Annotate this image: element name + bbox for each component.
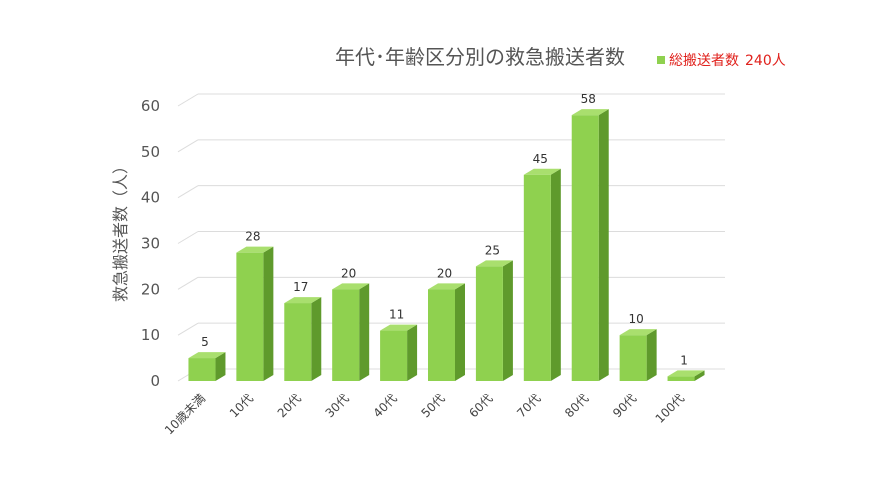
bar xyxy=(523,168,561,381)
bar-front xyxy=(284,303,312,381)
bar-side xyxy=(407,324,418,381)
x-tick-label: 10歳未満 xyxy=(162,391,208,437)
legend-swatch xyxy=(657,56,665,64)
bar-top xyxy=(236,246,274,253)
legend-entry: 総搬送者数 240人 xyxy=(669,53,786,69)
gridline-depth xyxy=(177,322,199,336)
bar-side xyxy=(455,283,465,381)
gridline-depth xyxy=(177,231,199,244)
bar-front xyxy=(475,266,503,381)
bar-top xyxy=(332,283,370,290)
bar xyxy=(667,370,705,381)
bar xyxy=(380,324,418,381)
bar-front xyxy=(619,335,647,381)
gridline-depth xyxy=(177,139,199,153)
x-tick-label: 10代 xyxy=(227,391,256,420)
bar xyxy=(428,283,465,381)
bar xyxy=(332,283,370,381)
bar-front xyxy=(667,376,695,381)
data-label: 58 xyxy=(581,92,596,106)
y-tick-label: 50 xyxy=(141,143,160,161)
gridline-depth xyxy=(177,185,199,199)
bar-top xyxy=(667,370,705,377)
bar-side xyxy=(263,246,274,381)
bar xyxy=(475,260,513,381)
y-axis-ticks: 0 10 20 30 40 50 60 xyxy=(141,97,160,390)
x-tick-label: 90代 xyxy=(610,391,639,420)
gridline-depth xyxy=(177,276,199,290)
bar-top xyxy=(571,109,609,116)
x-tick-label: 60代 xyxy=(466,391,495,420)
bar-top xyxy=(428,283,465,290)
data-label: 25 xyxy=(485,243,500,257)
x-tick-label: 40代 xyxy=(371,391,400,420)
data-label: 45 xyxy=(533,152,548,166)
bar-side xyxy=(646,329,657,381)
bar-side xyxy=(550,168,561,381)
data-label: 17 xyxy=(293,280,308,294)
x-tick-label: 50代 xyxy=(418,391,447,420)
bar-side xyxy=(215,352,226,381)
x-tick-label: 100代 xyxy=(653,391,688,426)
bar-top xyxy=(619,329,657,336)
bar-top xyxy=(523,168,561,175)
bar-top xyxy=(380,324,418,331)
data-label: 20 xyxy=(341,266,356,280)
bar-front xyxy=(332,289,360,381)
data-label: 10 xyxy=(628,312,643,326)
bar xyxy=(236,246,274,381)
chart-title: 年代･年齢区分別の救急搬送者数 xyxy=(335,45,625,69)
bar xyxy=(571,109,609,382)
y-axis-label: 救急搬送者数（人） xyxy=(111,158,130,302)
bar xyxy=(284,297,322,381)
bar-front xyxy=(571,115,599,382)
bar xyxy=(619,329,657,381)
data-label: 28 xyxy=(245,230,260,244)
bar-side xyxy=(359,283,370,381)
bar-front xyxy=(188,358,216,381)
bar-top xyxy=(284,297,322,304)
x-tick-label: 80代 xyxy=(562,391,591,420)
bar-front xyxy=(523,174,551,381)
bar-front xyxy=(236,252,264,381)
data-label: 1 xyxy=(680,353,688,367)
x-tick-label: 30代 xyxy=(323,391,352,420)
data-label: 20 xyxy=(437,266,452,280)
y-tick-label: 10 xyxy=(141,326,160,344)
x-tick-label: 70代 xyxy=(514,391,543,420)
bars xyxy=(188,109,705,382)
data-label: 5 xyxy=(201,335,209,349)
y-tick-label: 30 xyxy=(141,235,160,253)
legend-total: 240人 xyxy=(745,53,786,69)
data-label: 11 xyxy=(389,308,404,322)
y-tick-label: 20 xyxy=(141,280,160,298)
x-axis-ticks: 10歳未満 10代 20代 30代 40代 50代 60代 70代 80代 90代 100代 xyxy=(162,391,687,437)
bar-side xyxy=(502,260,513,381)
bar-side xyxy=(694,370,705,381)
y-tick-label: 60 xyxy=(141,97,160,115)
bar-top xyxy=(188,352,226,359)
bar xyxy=(188,352,226,381)
legend: 総搬送者数 240人 xyxy=(657,53,786,69)
bar-top xyxy=(475,260,513,267)
y-tick-label: 40 xyxy=(141,189,160,207)
value-labels: 5 28 17 20 11 20 25 45 58 10 1 xyxy=(201,92,688,367)
bar-front xyxy=(380,330,408,381)
bar-side xyxy=(598,109,609,382)
y-tick-label: 0 xyxy=(150,372,160,390)
bar-side xyxy=(311,297,322,381)
x-tick-label: 20代 xyxy=(275,391,304,420)
gridline-depth xyxy=(177,93,199,107)
bar-front xyxy=(428,289,455,381)
legend-series-name: 総搬送者数 xyxy=(669,53,739,69)
